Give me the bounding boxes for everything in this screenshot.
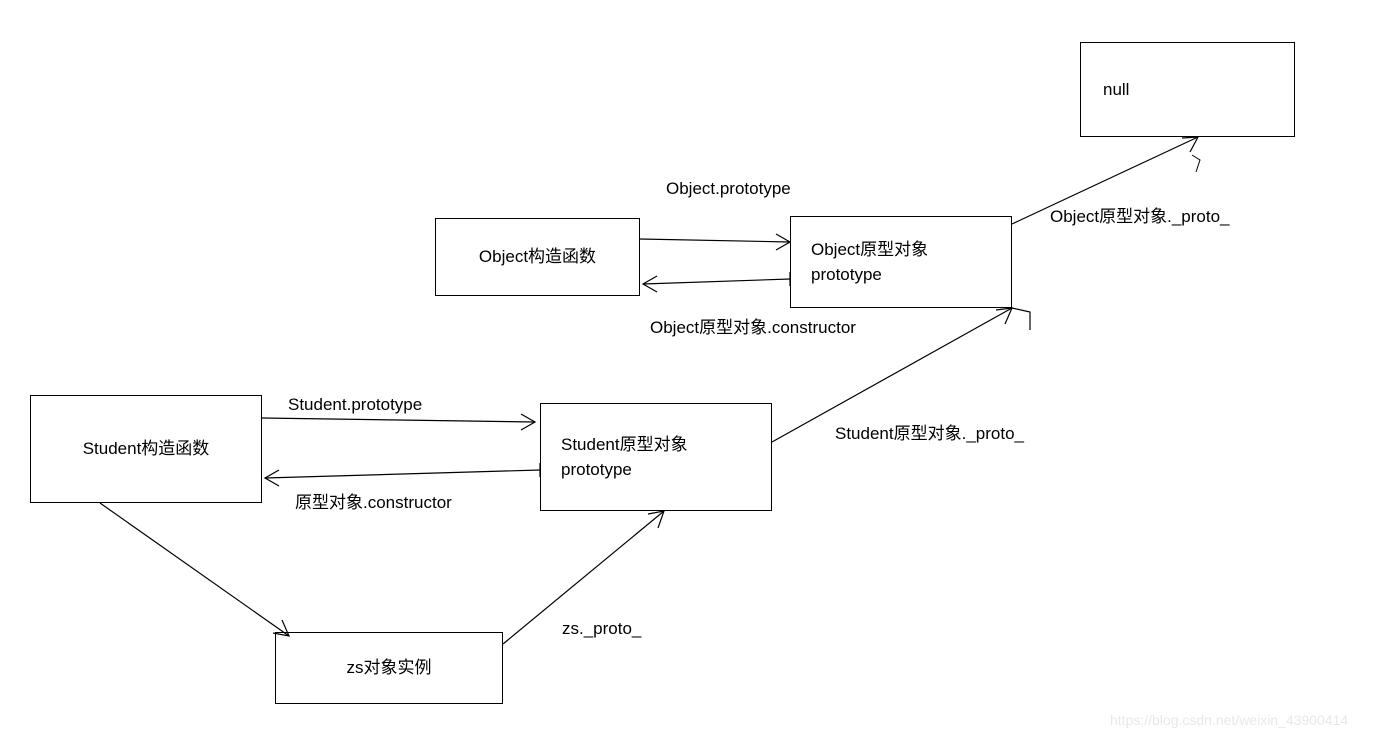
node-object-constructor: Object构造函数: [435, 218, 640, 296]
label-proto-constructor: 原型对象.constructor: [295, 488, 452, 513]
node-student-prototype-line1: Student原型对象: [561, 432, 688, 458]
edge-objproto-to-objctor: [643, 272, 790, 292]
node-object-prototype-line1: Object原型对象: [811, 237, 928, 263]
node-null: null: [1080, 42, 1295, 137]
edge-stuproto-to-stuctor: [265, 463, 540, 486]
label-object-proto-proto: Object原型对象._proto_: [1050, 202, 1230, 227]
watermark: https://blog.csdn.net/weixin_43900414: [1110, 712, 1348, 728]
node-student-constructor: Student构造函数: [30, 395, 262, 503]
edge-stuctor-to-zs: [100, 503, 289, 636]
node-student-prototype: Student原型对象 prototype: [540, 403, 772, 511]
label-object-proto-constructor: Object原型对象.constructor: [650, 313, 856, 338]
node-null-label: null: [1103, 77, 1129, 103]
label-student-prototype: Student.prototype: [288, 395, 422, 415]
node-student-prototype-line2: prototype: [561, 457, 632, 483]
node-zs-instance: zs对象实例: [275, 632, 503, 704]
label-student-proto-proto: Student原型对象._proto_: [835, 419, 1024, 444]
node-object-constructor-label: Object构造函数: [479, 244, 596, 270]
node-student-constructor-label: Student构造函数: [83, 436, 210, 462]
node-object-prototype-line2: prototype: [811, 262, 882, 288]
edge-stuctor-to-stuproto: [262, 414, 535, 430]
node-object-prototype: Object原型对象 prototype: [790, 216, 1012, 308]
label-object-prototype: Object.prototype: [666, 179, 791, 199]
label-zs-proto: zs._proto_: [562, 619, 641, 639]
edge-objctor-to-objproto: [640, 234, 790, 250]
node-zs-instance-label: zs对象实例: [347, 655, 432, 681]
